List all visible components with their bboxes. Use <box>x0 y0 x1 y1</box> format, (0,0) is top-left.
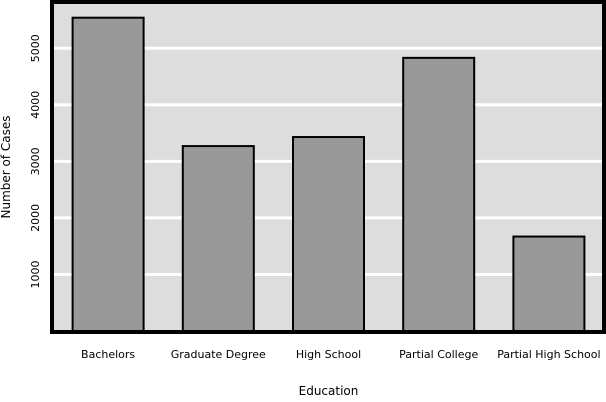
x-axis-label: Education <box>299 384 359 398</box>
plot-frame <box>50 0 606 334</box>
bar <box>71 16 145 332</box>
y-tick-labels: 1000 2000 3000 4000 5000 <box>29 34 42 288</box>
y-tick-label: 3000 <box>29 147 42 175</box>
bar <box>512 235 586 332</box>
x-tick-label: Graduate Degree <box>171 348 266 361</box>
y-tick-label: 2000 <box>29 204 42 232</box>
y-tick-label: 5000 <box>29 34 42 62</box>
y-tick-label: 1000 <box>29 260 42 288</box>
y-axis-label: Number of Cases <box>0 115 13 218</box>
bars <box>71 16 586 333</box>
x-tick-labels: Bachelors Graduate Degree High School Parti… <box>81 348 601 361</box>
x-tick-label: Partial High School <box>497 348 600 361</box>
bar <box>181 145 255 332</box>
bar <box>292 136 365 332</box>
y-tick-label: 4000 <box>29 91 42 119</box>
x-tick-label: Bachelors <box>81 348 135 361</box>
x-tick-label: Partial College <box>399 348 478 361</box>
bar <box>402 56 476 333</box>
x-tick-label: High School <box>296 348 361 361</box>
